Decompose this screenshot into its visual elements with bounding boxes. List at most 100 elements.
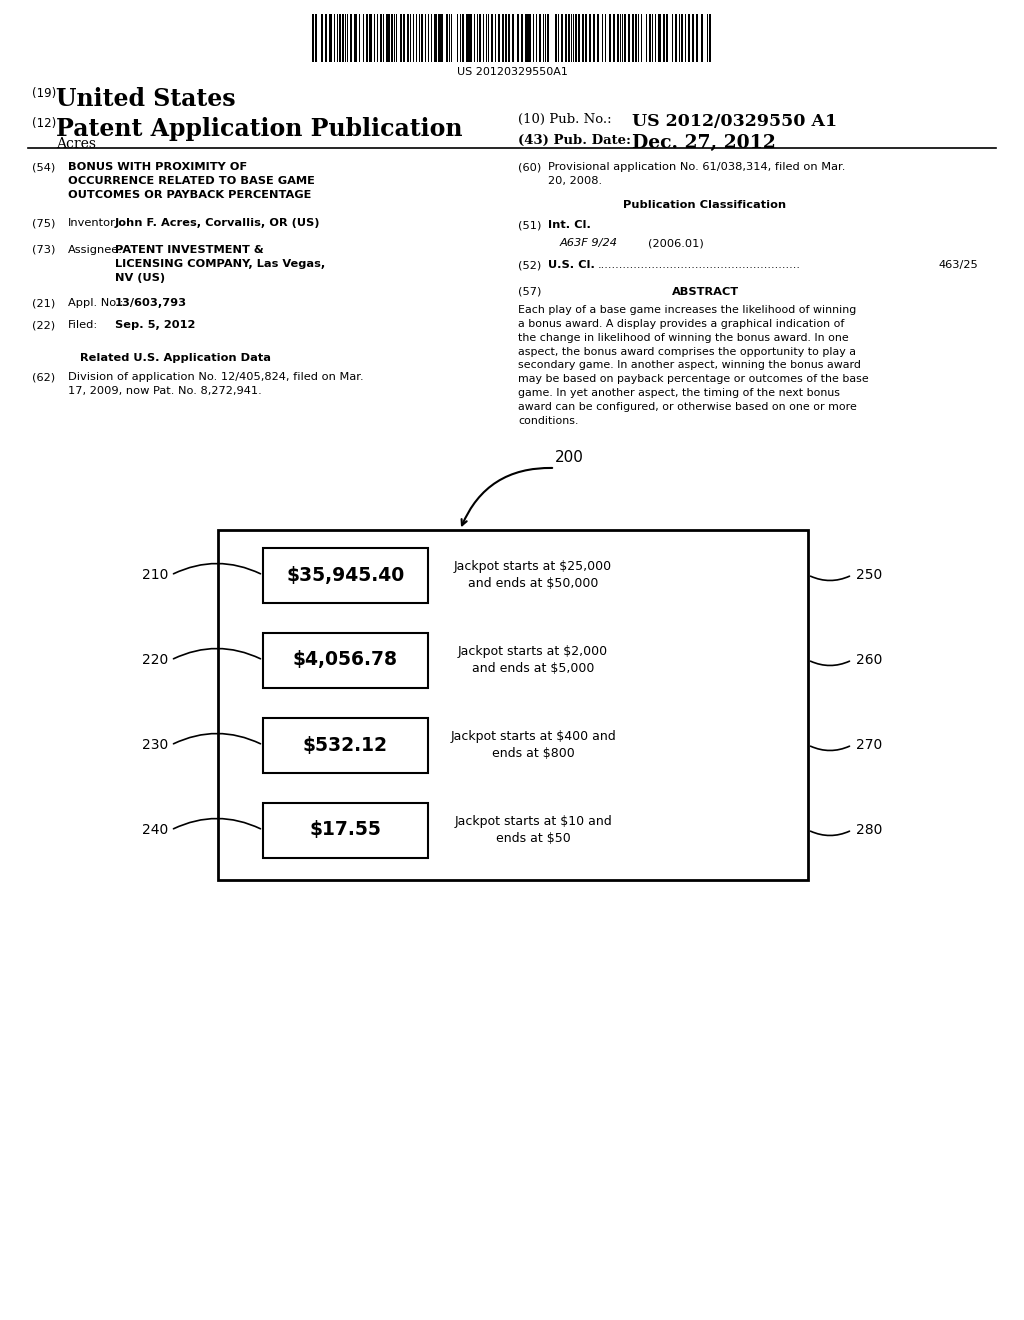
Text: ........................................................: ........................................… — [598, 260, 801, 271]
Bar — [428, 15, 429, 62]
Text: Jackpot starts at $400 and
ends at $800: Jackpot starts at $400 and ends at $800 — [451, 730, 615, 760]
Bar — [425, 15, 426, 62]
Text: 250: 250 — [856, 568, 883, 582]
Bar — [575, 15, 577, 62]
Bar — [263, 632, 428, 688]
Bar — [263, 548, 428, 602]
Bar — [399, 15, 402, 62]
Bar — [325, 15, 327, 62]
Bar — [609, 15, 611, 62]
Bar — [617, 15, 618, 62]
Bar — [593, 15, 595, 62]
Text: (57): (57) — [518, 286, 542, 297]
Bar — [396, 15, 397, 62]
Text: Acres: Acres — [56, 137, 96, 150]
Text: (10) Pub. No.:: (10) Pub. No.: — [518, 114, 611, 125]
Bar — [391, 15, 393, 62]
Bar — [263, 803, 428, 858]
Bar — [613, 15, 615, 62]
Bar — [709, 15, 712, 62]
Bar — [339, 15, 341, 62]
Bar — [408, 15, 409, 62]
Text: (51): (51) — [518, 220, 542, 230]
Bar — [438, 15, 440, 62]
Bar — [688, 15, 690, 62]
Bar — [692, 15, 694, 62]
Text: $35,945.40: $35,945.40 — [287, 565, 404, 585]
Text: 463/25: 463/25 — [938, 260, 978, 271]
Bar — [565, 15, 567, 62]
Text: Division of application No. 12/405,824, filed on Mar.
17, 2009, now Pat. No. 8,2: Division of application No. 12/405,824, … — [68, 372, 364, 396]
Text: A63F 9/24: A63F 9/24 — [560, 238, 618, 248]
Text: 260: 260 — [856, 653, 883, 667]
Bar — [370, 15, 372, 62]
Text: 210: 210 — [141, 568, 168, 582]
Text: 240: 240 — [141, 822, 168, 837]
Bar — [498, 15, 500, 62]
Bar — [570, 15, 572, 62]
Bar — [393, 15, 395, 62]
Text: $4,056.78: $4,056.78 — [293, 651, 398, 669]
Text: $532.12: $532.12 — [303, 735, 388, 755]
Text: (22): (22) — [32, 319, 55, 330]
Text: $17.55: $17.55 — [309, 821, 381, 840]
Text: (21): (21) — [32, 298, 55, 308]
Bar — [386, 15, 388, 62]
Bar — [466, 15, 469, 62]
Bar — [649, 15, 651, 62]
Bar — [469, 15, 471, 62]
Text: 220: 220 — [141, 653, 168, 667]
Bar — [431, 15, 432, 62]
Bar — [555, 15, 557, 62]
Text: (75): (75) — [32, 218, 55, 228]
Bar — [330, 15, 332, 62]
Bar — [322, 15, 324, 62]
Bar — [342, 15, 344, 62]
Bar — [413, 15, 414, 62]
Text: Related U.S. Application Data: Related U.S. Application Data — [80, 352, 270, 363]
Bar — [641, 15, 642, 62]
Text: Sep. 5, 2012: Sep. 5, 2012 — [115, 319, 196, 330]
Text: Jackpot starts at $2,000
and ends at $5,000: Jackpot starts at $2,000 and ends at $5,… — [458, 645, 608, 675]
Text: US 2012/0329550 A1: US 2012/0329550 A1 — [632, 114, 838, 129]
Bar — [505, 15, 507, 62]
Text: (19): (19) — [32, 87, 56, 100]
Text: United States: United States — [56, 87, 236, 111]
Bar — [388, 15, 390, 62]
Bar — [532, 15, 535, 62]
Text: Provisional application No. 61/038,314, filed on Mar.
20, 2008.: Provisional application No. 61/038,314, … — [548, 162, 846, 186]
Text: Jackpot starts at $25,000
and ends at $50,000: Jackpot starts at $25,000 and ends at $5… — [454, 560, 612, 590]
Text: US 20120329550A1: US 20120329550A1 — [457, 67, 567, 77]
Text: Int. Cl.: Int. Cl. — [548, 220, 591, 230]
Bar — [666, 15, 668, 62]
Bar — [545, 15, 547, 62]
Bar — [445, 15, 449, 62]
Bar — [218, 531, 808, 880]
Bar — [508, 15, 510, 62]
Text: Dec. 27, 2012: Dec. 27, 2012 — [632, 135, 776, 152]
Text: Publication Classification: Publication Classification — [624, 201, 786, 210]
Bar — [625, 15, 626, 62]
Bar — [416, 15, 417, 62]
Bar — [312, 15, 314, 62]
Bar — [568, 15, 569, 62]
Text: Patent Application Publication: Patent Application Publication — [56, 117, 463, 141]
Bar — [380, 15, 382, 62]
Text: (73): (73) — [32, 246, 55, 255]
Text: U.S. Cl.: U.S. Cl. — [548, 260, 595, 271]
Bar — [658, 15, 660, 62]
Bar — [628, 15, 630, 62]
Text: 200: 200 — [555, 450, 584, 465]
Bar — [512, 15, 514, 62]
Bar — [700, 15, 702, 62]
Text: BONUS WITH PROXIMITY OF
OCCURRENCE RELATED TO BASE GAME
OUTCOMES OR PAYBACK PERC: BONUS WITH PROXIMITY OF OCCURRENCE RELAT… — [68, 162, 314, 201]
Bar — [337, 15, 339, 62]
Text: (54): (54) — [32, 162, 55, 172]
Text: John F. Acres, Corvallis, OR (US): John F. Acres, Corvallis, OR (US) — [115, 218, 321, 228]
Bar — [663, 15, 666, 62]
Bar — [602, 15, 603, 62]
Bar — [707, 15, 709, 62]
Text: 230: 230 — [141, 738, 168, 752]
Text: Assignee:: Assignee: — [68, 246, 123, 255]
Bar — [419, 15, 420, 62]
